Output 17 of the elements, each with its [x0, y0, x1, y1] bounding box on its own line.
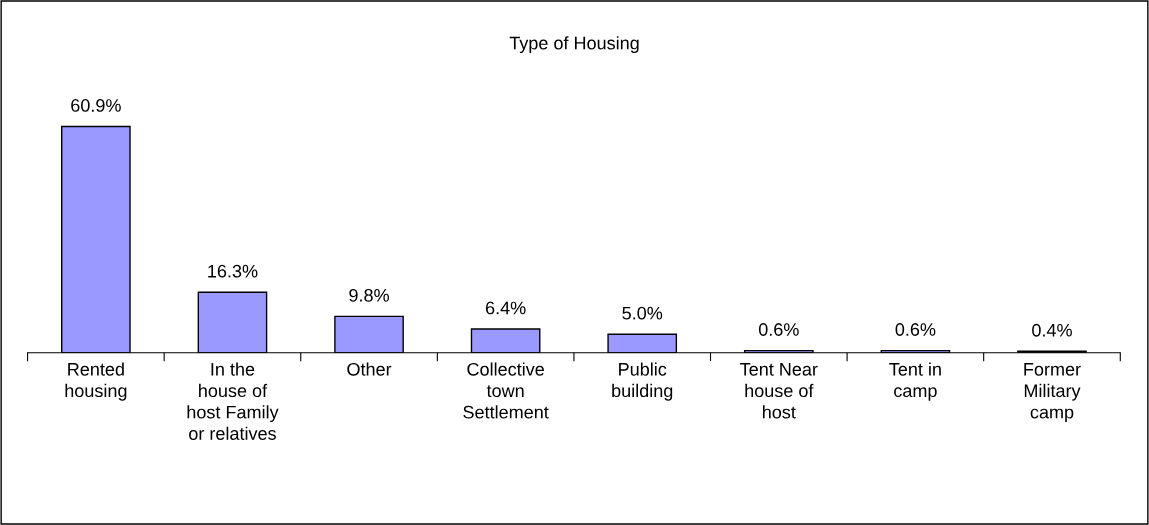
data-label: 9.8%: [349, 288, 389, 302]
x-tick-label: Other: [347, 362, 392, 376]
data-label: 0.6%: [895, 323, 936, 336]
data-label: 5.0%: [622, 306, 663, 320]
x-tick-label: Tent Near house of host: [740, 363, 818, 419]
data-label: 0.6%: [758, 323, 799, 336]
x-tick-label: Former Military camp: [1024, 363, 1081, 423]
data-label: 16.3%: [208, 264, 258, 278]
x-tick-label: Public building: [612, 362, 673, 401]
x-tick-label: Rented housing: [65, 362, 127, 401]
data-label: 0.4%: [1032, 323, 1072, 337]
x-tick-label: In the house of host Family or relatives: [187, 362, 279, 440]
x-tick-label: Collective town Settlement: [463, 362, 549, 419]
x-tick-label: Tent in camp: [889, 362, 941, 401]
chart-title: Type of Housing: [509, 36, 639, 54]
data-label: 60.9%: [71, 99, 121, 112]
data-label: 6.4%: [485, 301, 526, 315]
